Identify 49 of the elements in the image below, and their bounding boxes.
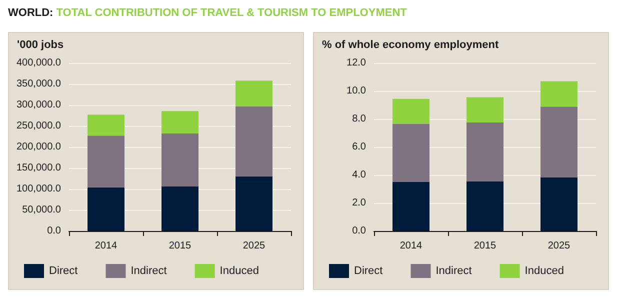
bar xyxy=(466,122,504,182)
bar xyxy=(88,187,124,231)
legend-label: Direct xyxy=(49,265,78,277)
y-tick-label: 400,000.0 xyxy=(16,58,62,68)
bar xyxy=(88,114,124,136)
y-tick-label: 200,000.0 xyxy=(16,142,62,152)
y-tick-label: 6.0 xyxy=(352,142,366,152)
y-tick-label: 12.0 xyxy=(346,58,366,68)
y-tick-label: 0.0 xyxy=(47,226,62,236)
y-axis-title: % of whole economy employment xyxy=(322,39,499,51)
y-tick-label: 150,000.0 xyxy=(16,162,62,174)
bar xyxy=(88,136,124,188)
bar xyxy=(392,98,430,124)
y-tick-label: 8.0 xyxy=(352,114,366,124)
bar xyxy=(466,97,504,122)
x-tick-label: 2014 xyxy=(94,240,118,252)
x-tick-label: 2025 xyxy=(242,240,266,252)
y-tick-label: 350,000.0 xyxy=(16,78,62,90)
y-tick-label: 0.0 xyxy=(352,226,366,236)
bar xyxy=(392,124,430,182)
chart-title: WORLD: TOTAL CONTRIBUTION OF TRAVEL & TOURISM TO EMPLOYMENT xyxy=(8,7,407,19)
legend-label: Direct xyxy=(354,265,383,277)
bar xyxy=(162,111,198,134)
y-tick-label: 50,000.0 xyxy=(22,204,62,216)
y-tick-label: 4.0 xyxy=(352,170,366,180)
y-tick-label: 100,000.0 xyxy=(16,184,62,194)
y-axis-title: '000 jobs xyxy=(17,39,64,51)
bar xyxy=(466,181,504,231)
x-tick-label: 2015 xyxy=(168,240,192,252)
bar xyxy=(236,176,272,231)
x-tick-label: 2014 xyxy=(400,240,423,252)
bar xyxy=(162,134,198,186)
legend-label: Indirect xyxy=(436,265,472,277)
x-tick-label: 2025 xyxy=(548,240,571,252)
legend-label: Induced xyxy=(524,265,564,277)
y-tick-label: 10.0 xyxy=(346,86,366,96)
bar xyxy=(392,182,430,231)
y-tick-label: 250,000.0 xyxy=(16,120,62,132)
bar xyxy=(540,177,578,231)
legend-label: Indirect xyxy=(130,265,167,277)
bar xyxy=(236,106,272,176)
bar xyxy=(162,186,198,231)
bar xyxy=(540,81,578,107)
y-tick-label: 2.0 xyxy=(352,198,366,208)
y-tick-label: 300,000.0 xyxy=(16,100,62,110)
legend-label: Induced xyxy=(220,265,259,277)
bar xyxy=(540,106,578,178)
bar xyxy=(236,80,272,106)
x-tick-label: 2015 xyxy=(474,240,497,252)
